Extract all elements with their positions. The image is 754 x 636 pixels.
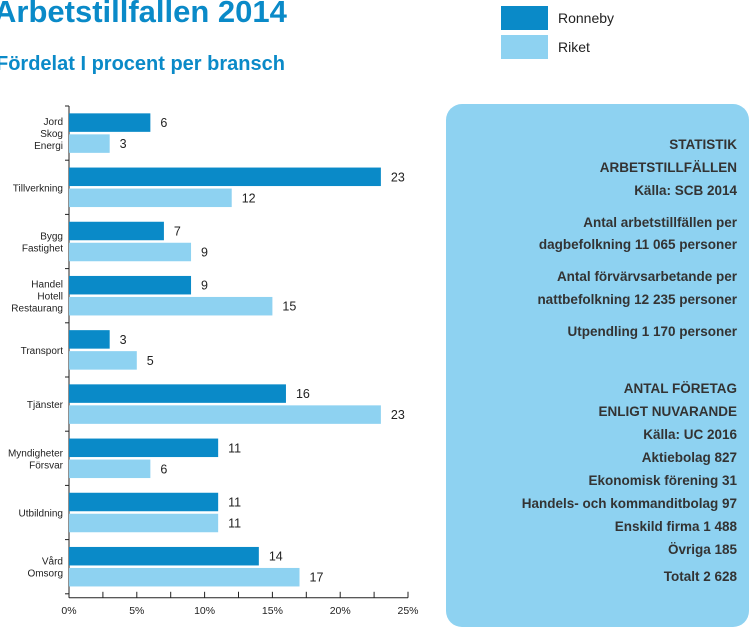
panel-jobs-line1: Antal arbetstillfällen per xyxy=(583,215,737,230)
x-tick-label: 10% xyxy=(194,605,215,617)
panel-workers-line1: Antal förvärvsarbetande per xyxy=(556,269,737,284)
bar-ronneby xyxy=(69,384,286,403)
category-label: Transport xyxy=(21,346,64,357)
bar-riket xyxy=(69,188,232,208)
category-label: Tillverkning xyxy=(13,183,63,194)
bar-ronneby xyxy=(69,492,219,512)
bar-riket xyxy=(69,405,381,424)
category-label: Fastighet xyxy=(22,244,63,255)
chart-legend: Ronneby Riket xyxy=(501,6,614,64)
bar-ronneby xyxy=(69,438,219,458)
bar-value-label: 16 xyxy=(296,387,310,401)
bar-ronneby xyxy=(69,221,164,241)
bar-value-label: 11 xyxy=(228,496,241,510)
bar-value-label: 9 xyxy=(201,246,208,260)
bar-value-label: 11 xyxy=(228,441,241,455)
bar-ronneby xyxy=(69,113,151,132)
bar-ronneby xyxy=(69,275,192,295)
panel-heading-nuvarande: ENLIGT NUVARANDE xyxy=(598,404,737,419)
category-label: Restaurang xyxy=(11,304,63,315)
category-label: Tjänster xyxy=(27,400,64,411)
bar-riket xyxy=(69,134,110,153)
bar-value-label: 6 xyxy=(160,116,167,130)
panel-heading-statistik: STATISTIK xyxy=(669,137,737,152)
panel-workers-line2: nattbefolkning 12 235 personer xyxy=(537,292,737,307)
panel-totalt: Totalt 2 628 xyxy=(663,569,737,584)
bar-riket xyxy=(69,296,273,316)
category-label: Jord xyxy=(44,117,63,128)
legend-label-riket: Riket xyxy=(558,39,590,55)
legend-label-ronneby: Ronneby xyxy=(558,10,615,26)
bar-ronneby xyxy=(69,330,110,349)
bar-value-label: 3 xyxy=(120,137,127,151)
bar-value-label: 23 xyxy=(391,170,405,184)
bar-value-label: 5 xyxy=(147,354,154,368)
x-tick-label: 0% xyxy=(61,605,76,617)
category-label: Energi xyxy=(34,141,63,152)
bar-ronneby xyxy=(69,546,259,566)
bar-riket xyxy=(69,242,192,262)
bar-riket xyxy=(69,459,151,479)
category-label: Myndigheter xyxy=(8,448,64,459)
legend-swatch-ronneby xyxy=(501,6,548,30)
page-title: Arbetstillfallen 2014 xyxy=(0,0,287,29)
legend-item-ronneby: Ronneby xyxy=(501,6,614,30)
bar-riket xyxy=(69,513,219,533)
category-label: Vård xyxy=(42,556,63,568)
page-subtitle: Fördelat I procent per bransch xyxy=(0,53,285,75)
bar-value-label: 9 xyxy=(201,279,208,293)
category-label: Utbildning xyxy=(19,509,63,520)
panel-enskild-firma: Enskild firma 1 488 xyxy=(614,519,737,534)
bar-value-label: 11 xyxy=(228,517,241,531)
bar-riket xyxy=(69,567,300,587)
statistics-panel: STATISTIK ARBETSTILLFÄLLEN Källa: SCB 20… xyxy=(446,104,749,627)
bar-value-label: 23 xyxy=(391,408,405,422)
panel-handelsbolag: Handels- och kommanditbolag 97 xyxy=(521,496,737,511)
category-label: Omsorg xyxy=(27,569,63,580)
category-label: Handel xyxy=(31,280,63,291)
x-tick-label: 20% xyxy=(330,605,351,617)
bar-value-label: 3 xyxy=(120,333,127,347)
category-label: Bygg xyxy=(40,232,63,243)
bar-value-label: 14 xyxy=(269,550,283,564)
panel-source-uc: Källa: UC 2016 xyxy=(643,427,737,442)
bar-value-label: 7 xyxy=(174,225,181,239)
panel-heading-foretag: ANTAL FÖRETAG xyxy=(623,381,737,396)
panel-ekonomisk-forening: Ekonomisk förening 31 xyxy=(588,473,737,488)
bar-value-label: 17 xyxy=(310,571,324,585)
panel-aktiebolag: Aktiebolag 827 xyxy=(641,450,737,465)
x-tick-label: 15% xyxy=(262,605,283,617)
panel-jobs-line2: dagbefolkning 11 065 personer xyxy=(538,237,737,252)
panel-ovriga: Övriga 185 xyxy=(667,542,737,557)
x-tick-label: 5% xyxy=(129,605,144,617)
panel-heading-arbetstillfallen: ARBETSTILLFÄLLEN xyxy=(599,160,737,175)
x-tick-label: 25% xyxy=(397,605,418,617)
category-label: Hotell xyxy=(37,292,63,303)
category-label: Skog xyxy=(40,129,63,140)
bar-value-label: 6 xyxy=(160,462,167,476)
category-label: Försvar xyxy=(29,460,64,471)
bar-value-label: 12 xyxy=(242,191,256,205)
legend-swatch-riket xyxy=(501,35,548,59)
bar-riket xyxy=(69,351,137,370)
legend-item-riket: Riket xyxy=(501,35,614,59)
bar-value-label: 15 xyxy=(282,300,296,314)
panel-source-scb: Källa: SCB 2014 xyxy=(634,183,737,198)
bar-ronneby xyxy=(69,167,381,187)
panel-commuting: Utpendling 1 170 personer xyxy=(567,324,737,339)
